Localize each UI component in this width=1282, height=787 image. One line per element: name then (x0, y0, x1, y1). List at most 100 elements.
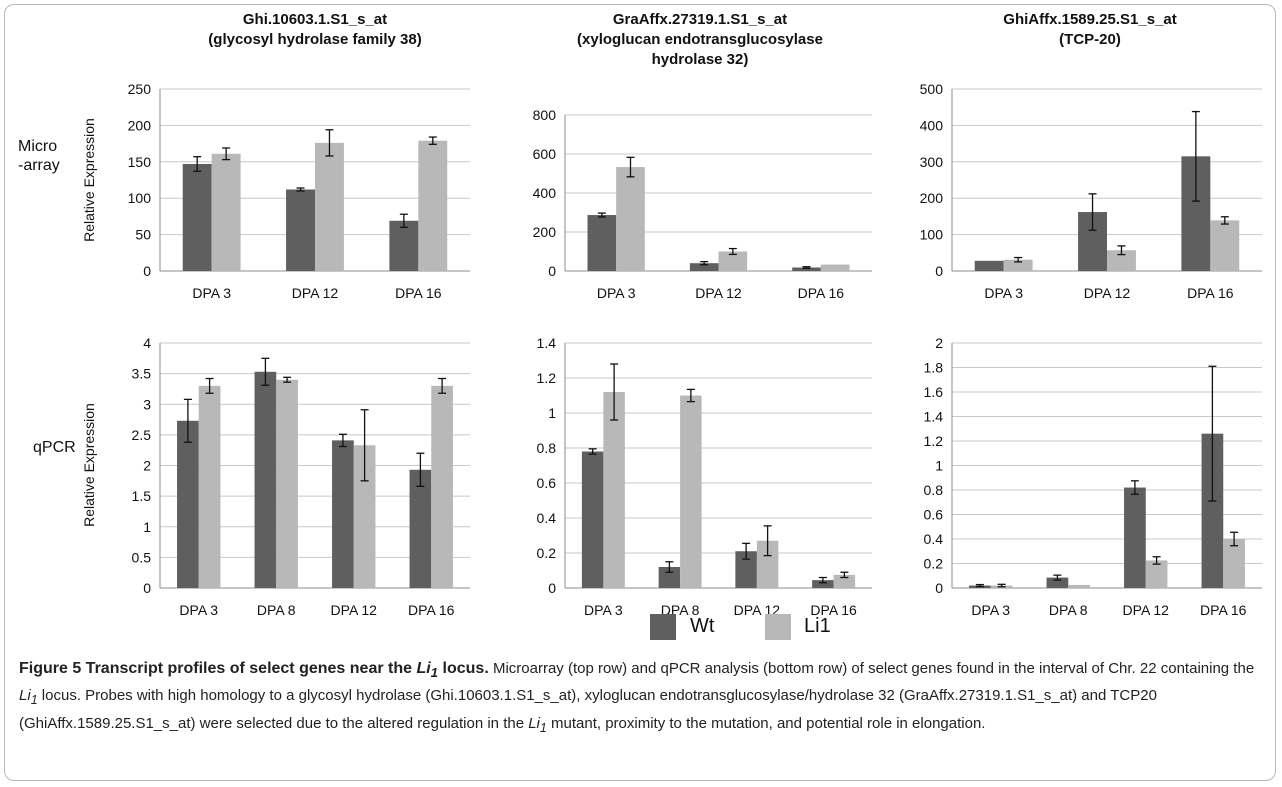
panel-5-bar-li1 (603, 392, 625, 588)
panel-2-y-tick-label: 600 (533, 146, 557, 162)
panel-4-x-tick-label: DPA 3 (179, 602, 218, 618)
panel-5-bar-li1 (756, 540, 779, 588)
caption-body-part3: mutant, proximity to the mutation, and p… (546, 715, 986, 733)
panel-6-bar-wt (1124, 487, 1146, 588)
panel-6-bar-li1 (1068, 584, 1090, 588)
panel-4-bar-li1 (353, 445, 376, 588)
legend-label-li1: Li1 (804, 615, 831, 637)
panel-5-bar-wt (735, 551, 757, 588)
panel-title-2-line1: GraAffx.27319.1.S1_s_at (612, 11, 788, 28)
panel-6-y-tick-label: 1.6 (924, 384, 944, 400)
panel-4-y-tick-label: 3 (143, 396, 151, 412)
panel-6-y-tick-label: 1.4 (924, 409, 944, 425)
panel-4-bar-li1 (431, 385, 453, 588)
panel-6-bar-wt (1201, 433, 1224, 588)
panel-6-bar-li1 (1145, 560, 1168, 588)
panel-4-x-tick-label: DPA 16 (408, 602, 455, 618)
panel-2-bar-li1 (718, 251, 748, 271)
panel-5-y-tick-label: 0.8 (537, 440, 557, 456)
panel-title-1-line2: (glycosyl hydrolase family 38) (208, 31, 422, 48)
caption-body-part1: Microarray (top row) and qPCR analysis (… (488, 660, 1255, 677)
panel-6-y-tick-label: 0.6 (924, 507, 944, 523)
panel-6-y-tick-label: 0.4 (924, 531, 944, 547)
row-label-microarray: Micro -array (18, 137, 60, 175)
panel-1-y-axis-label: Relative Expression (81, 118, 97, 242)
panel-2-bar-li1 (820, 264, 850, 271)
caption-title-part1: Figure 5 Transcript profiles of select g… (19, 660, 417, 677)
caption-body-gene1: Li (19, 687, 31, 705)
panel-6-y-tick-label: 0.2 (924, 556, 944, 572)
panel-5-y-tick-label: 0 (548, 580, 556, 596)
panel-4-y-tick-label: 1 (143, 519, 151, 535)
panel-6-bar-li1 (1223, 539, 1245, 588)
panel-1-y-tick-label: 50 (135, 227, 151, 243)
panel-3-bar-wt (974, 260, 1004, 271)
panel-6-x-tick-label: DPA 16 (1200, 602, 1247, 618)
panel-title-1: Ghi.10603.1.S1_s_at (glycosyl hydrolase … (130, 10, 500, 50)
panel-3-bar-li1 (1003, 259, 1033, 271)
row-label-microarray-line2: -array (18, 157, 60, 174)
panel-2-bar-wt (792, 267, 821, 271)
panel-4-y-tick-label: 1.5 (132, 488, 152, 504)
caption-title: Figure 5 Transcript profiles of select g… (19, 660, 489, 680)
panel-4-bar-li1 (198, 385, 221, 588)
panel-3-y-tick-label: 200 (920, 190, 944, 206)
panel-3-y-tick-label: 500 (920, 81, 944, 97)
row-label-microarray-line1: Micro (18, 138, 58, 155)
panel-4-bar-wt (254, 371, 277, 588)
panel-3-bar-li1 (1107, 250, 1136, 271)
panel-4-bar-wt (332, 440, 354, 588)
panel-5-x-tick-label: DPA 3 (584, 602, 623, 618)
panel-4-bar-li1 (276, 379, 298, 588)
panel-2-x-tick-label: DPA 3 (597, 285, 636, 301)
panel-title-2-line3: hydrolase 32) (651, 51, 749, 68)
caption-title-gene: Li (416, 660, 431, 677)
panel-5-bar-wt (581, 451, 604, 588)
panel-6-y-tick-label: 1 (935, 458, 943, 474)
panel-4-y-axis-label: Relative Expression (81, 403, 97, 527)
panel-1-bar-li1 (418, 140, 448, 271)
panel-1-y-tick-label: 100 (128, 190, 152, 206)
caption-body-part2: locus. Probes with high homology to a gl… (19, 687, 1157, 733)
caption-body-gene2: Li (528, 715, 540, 733)
panel-1-bar-wt (286, 189, 315, 271)
panel-3-y-tick-label: 100 (920, 227, 944, 243)
panel-1-bar-wt (389, 220, 419, 271)
legend-label-wt: Wt (690, 615, 715, 637)
panel-2-x-tick-label: DPA 12 (695, 285, 742, 301)
panel-1-y-tick-label: 250 (128, 81, 152, 97)
panel-2-bar-li1 (616, 167, 645, 271)
panel-3-y-tick-label: 400 (920, 117, 944, 133)
panel-3-x-tick-label: DPA 16 (1187, 285, 1234, 301)
legend-swatch-wt (650, 614, 676, 640)
panel-5-bar-li1 (680, 395, 702, 588)
panel-2-y-tick-label: 800 (533, 107, 557, 123)
panel-1-x-tick-label: DPA 12 (292, 285, 339, 301)
panel-1-y-tick-label: 150 (128, 154, 152, 170)
panel-4-y-tick-label: 2.5 (132, 427, 152, 443)
panel-5-y-tick-label: 0.6 (537, 475, 557, 491)
row-label-qpcr: qPCR (33, 439, 76, 456)
panel-title-2: GraAffx.27319.1.S1_s_at (xyloglucan endo… (520, 10, 880, 70)
panel-title-1-line1: Ghi.10603.1.S1_s_at (242, 11, 388, 28)
panel-5-y-tick-label: 1 (548, 405, 556, 421)
panel-1-bar-wt (182, 163, 212, 271)
panel-title-3-line2: (TCP-20) (1059, 31, 1121, 48)
panel-1-x-tick-label: DPA 3 (192, 285, 231, 301)
panel-2-y-tick-label: 0 (548, 263, 556, 279)
panel-1-y-tick-label: 200 (128, 117, 152, 133)
panel-6-x-tick-label: DPA 12 (1123, 602, 1170, 618)
panel-title-3: GhiAffx.1589.25.S1_s_at (TCP-20) (920, 10, 1260, 50)
panel-4-y-tick-label: 2 (143, 458, 151, 474)
panel-1-bar-li1 (211, 153, 241, 271)
panel-5-y-tick-label: 0.4 (537, 510, 557, 526)
panel-5-y-tick-label: 1.4 (537, 335, 557, 351)
panel-2-bar-wt (689, 263, 719, 271)
panel-3-x-tick-label: DPA 3 (984, 285, 1023, 301)
caption-body-sub2: 1 (539, 721, 547, 736)
panel-6-bar-wt (1046, 577, 1069, 588)
panel-title-2-line2: (xyloglucan endotransglucosylase (577, 31, 823, 48)
panel-5-x-tick-label: DPA 16 (810, 602, 857, 618)
panel-2-x-tick-label: DPA 16 (798, 285, 845, 301)
